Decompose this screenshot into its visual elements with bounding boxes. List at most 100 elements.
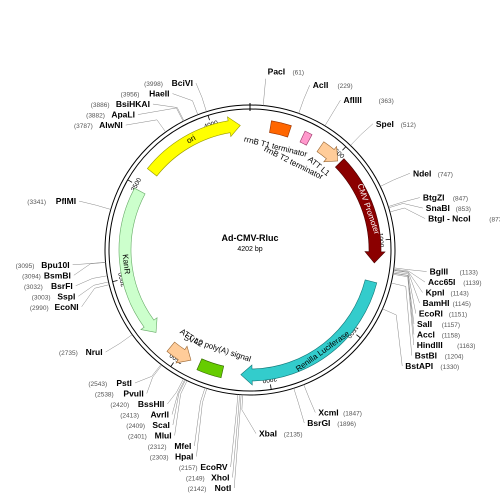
- site-leader-line: [393, 272, 415, 335]
- site-leader-line: [196, 388, 208, 457]
- site-position: (512): [401, 122, 416, 129]
- site-snabi[interactable]: SnaBI (853): [426, 203, 471, 213]
- site-leader-line: [152, 103, 185, 122]
- site-bstbi[interactable]: BstBI (1204): [415, 351, 464, 361]
- tick-mark: [127, 179, 133, 183]
- site-acc65i[interactable]: Acc65I (1139): [428, 277, 482, 287]
- site-kpni[interactable]: KpnI (1143): [426, 288, 469, 298]
- feature-cmv-promoter[interactable]: [334, 158, 386, 264]
- site-name: AflIII: [343, 95, 361, 105]
- site-position: (61): [292, 70, 304, 77]
- site-sali[interactable]: SalI (1157): [417, 319, 460, 329]
- site-leader-line: [233, 394, 242, 489]
- site-name: MluI: [155, 431, 172, 441]
- site-econi[interactable]: EcoNI (2990): [30, 302, 79, 312]
- site-xcmi[interactable]: XcmI (1847): [318, 408, 362, 418]
- feature-rrnb-t2[interactable]: [299, 130, 313, 146]
- site-name: MfeI: [174, 441, 191, 451]
- site-position: (3341): [27, 199, 46, 206]
- site-name: PvuII: [123, 389, 143, 399]
- site-mlui[interactable]: MluI (2401): [128, 431, 172, 441]
- site-position: (2990): [30, 305, 49, 312]
- site-leader-line: [72, 261, 106, 266]
- feature-kanr[interactable]: [118, 187, 158, 333]
- site-leader-line: [393, 267, 427, 272]
- site-bsrgi[interactable]: BsrGI (1896): [307, 418, 356, 428]
- site-name: SpeI: [376, 119, 394, 129]
- site-psti[interactable]: PstI (2543): [88, 378, 132, 388]
- site-leader-line: [75, 275, 108, 286]
- feature-label-att-l2: ATT L2: [178, 327, 205, 349]
- site-haeii[interactable]: HaeII (3956): [121, 89, 170, 99]
- site-position: (3003): [32, 294, 51, 301]
- site-leader-line: [172, 93, 199, 115]
- site-bsrfi[interactable]: BsrFI (3032): [24, 281, 73, 291]
- site-position: (2420): [110, 402, 129, 409]
- site-alwni[interactable]: AlwNI (3787): [74, 120, 123, 130]
- site-position: (2149): [186, 476, 205, 483]
- site-bamhi[interactable]: BamHI (1145): [423, 298, 471, 308]
- site-afliii[interactable]: AflIII (363): [343, 95, 393, 105]
- site-hindiii[interactable]: HindIII (1163): [417, 340, 476, 350]
- site-leader-line: [298, 85, 310, 114]
- site-sspi[interactable]: SspI (3003): [32, 291, 76, 301]
- site-bsshii[interactable]: BssHII (2420): [110, 399, 164, 409]
- site-bcivi[interactable]: BciVI (3998): [144, 78, 193, 88]
- site-leader-line: [382, 308, 403, 367]
- site-noti[interactable]: NotI (2142): [188, 483, 232, 493]
- site-bsihkai[interactable]: BsiHKAI (3886): [91, 99, 150, 109]
- feature-att-l1[interactable]: [316, 141, 339, 163]
- site-bpu10i[interactable]: Bpu10I (3095): [16, 260, 70, 270]
- site-position: (747): [438, 171, 453, 178]
- site-name: KpnI: [426, 288, 445, 298]
- site-name: AclI: [313, 80, 329, 90]
- site-name: HpaI: [175, 452, 193, 462]
- site-spei[interactable]: SpeI (512): [376, 119, 416, 129]
- site-paci[interactable]: PacI (61): [268, 67, 304, 77]
- site-position: (1133): [460, 270, 478, 277]
- site-position: (847): [453, 196, 468, 203]
- plasmid-title: Ad-CMV-Rluc: [222, 233, 279, 243]
- feature-att-l2[interactable]: [166, 341, 192, 364]
- site-ecorv[interactable]: EcoRV(2157): [179, 462, 228, 472]
- feature-ori[interactable]: [146, 116, 241, 177]
- site-xhoi[interactable]: XhoI (2149): [186, 473, 230, 483]
- site-leader-line: [392, 274, 414, 346]
- site-position: (853): [456, 206, 471, 213]
- site-leader-line: [388, 197, 420, 207]
- site-ndei[interactable]: NdeI (747): [413, 168, 453, 178]
- site-name: EcoRV: [200, 462, 228, 472]
- feature-rrnb-t1[interactable]: [269, 120, 292, 138]
- site-bglii[interactable]: BglII (1133): [430, 267, 478, 277]
- site-position: (2538): [95, 392, 114, 399]
- site-btgzi[interactable]: BtgZI (847): [423, 193, 468, 203]
- site-acci[interactable]: AccI (1158): [417, 330, 460, 340]
- site-name: XbaI: [259, 429, 277, 439]
- site-position: (2543): [88, 381, 107, 388]
- site-leader-line: [134, 364, 162, 384]
- site-btgi-ncoi[interactable]: BtgI - NcoI (873): [428, 214, 500, 224]
- site-pvuii[interactable]: PvuII (2538): [95, 389, 144, 399]
- site-bsmbi[interactable]: BsmBI(3094): [22, 270, 71, 280]
- site-ecori[interactable]: EcoRI (1151): [419, 309, 467, 319]
- site-pflmi[interactable]: PflMI (3341): [27, 196, 76, 206]
- site-xbai[interactable]: XbaI (2135): [259, 429, 303, 439]
- site-name: AvrII: [150, 410, 169, 420]
- site-mfei[interactable]: MfeI (2312): [148, 441, 192, 451]
- site-position: (1847): [343, 411, 362, 418]
- site-leader-line: [125, 119, 166, 133]
- site-leader-line: [78, 281, 109, 297]
- site-apali[interactable]: ApaLI (3882): [86, 110, 135, 120]
- feature-renilla-luciferase[interactable]: [240, 279, 378, 386]
- site-position: (1139): [463, 280, 481, 287]
- site-leader-line: [137, 107, 184, 122]
- feature-sv40-polya[interactable]: [196, 358, 225, 379]
- site-hpai[interactable]: HpaI (2303): [150, 452, 194, 462]
- site-avrii[interactable]: AvrII (2413): [120, 410, 169, 420]
- site-scai[interactable]: ScaI (2409): [126, 420, 170, 430]
- site-bstapi[interactable]: BstAPI (1330): [405, 361, 459, 371]
- site-acli[interactable]: AclI (229): [313, 80, 353, 90]
- site-nrui[interactable]: NruI (2735): [59, 347, 103, 357]
- site-position: (1145): [453, 301, 471, 308]
- site-name: BtgI - NcoI: [428, 214, 471, 224]
